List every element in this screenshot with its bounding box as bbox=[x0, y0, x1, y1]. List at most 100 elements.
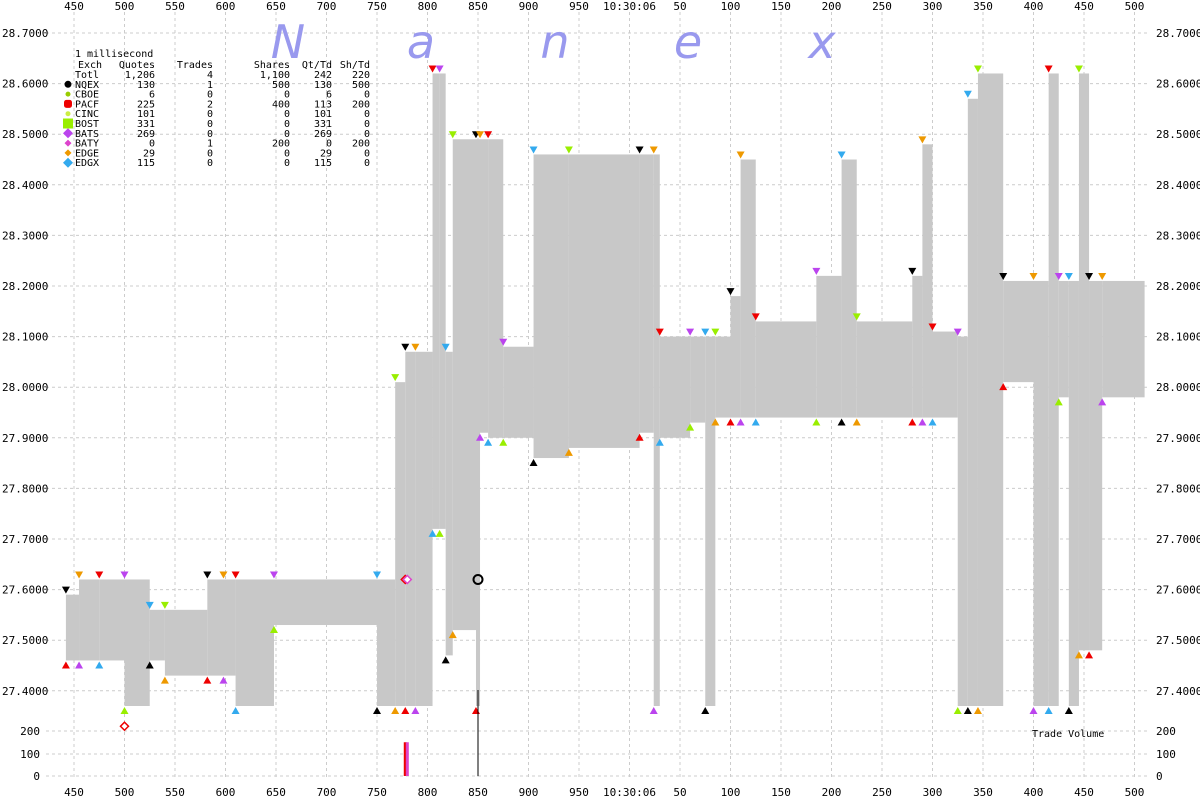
legend-cell: 29 bbox=[320, 148, 332, 159]
nbbo-segment bbox=[99, 579, 125, 661]
x-tick-label-bottom: 500 bbox=[1125, 786, 1145, 799]
ask-quote-marker bbox=[1054, 272, 1063, 280]
nbbo-segment bbox=[395, 382, 406, 706]
y-tick-label-left: 28.7000 bbox=[2, 27, 48, 40]
x-tick-label-bottom: 100 bbox=[721, 786, 741, 799]
legend-cell: 115 bbox=[137, 158, 155, 169]
nbbo-segment bbox=[1102, 280, 1145, 398]
legend-marker bbox=[63, 157, 73, 168]
nbbo-segment bbox=[207, 579, 224, 676]
nbbo-segment bbox=[452, 139, 476, 631]
x-tick-label-bottom: 300 bbox=[923, 786, 943, 799]
legend-cell: 500 bbox=[272, 80, 290, 91]
bid-quote-marker bbox=[476, 433, 485, 441]
legend-cell: 1,100 bbox=[260, 70, 290, 81]
ask-quote-marker bbox=[95, 571, 104, 579]
y-tick-label-left: 27.4000 bbox=[2, 685, 48, 698]
ask-quote-marker bbox=[963, 90, 972, 98]
nbbo-segment bbox=[856, 321, 913, 418]
x-tick-label-top: 200 bbox=[822, 0, 842, 13]
nbbo-segment bbox=[715, 336, 731, 418]
quote-markers bbox=[61, 65, 1107, 714]
legend-cell: 400 bbox=[272, 99, 290, 110]
bid-quote-marker bbox=[1064, 706, 1073, 714]
x-tick-label-top: 450 bbox=[64, 0, 84, 13]
legend-cell: 220 bbox=[352, 70, 370, 81]
ask-quote-marker bbox=[726, 288, 735, 296]
volume-tick-left: 0 bbox=[33, 770, 40, 783]
legend-marker bbox=[65, 111, 71, 117]
bid-quote-marker bbox=[1044, 706, 1053, 714]
legend-cell: 269 bbox=[314, 129, 332, 140]
nbbo-segment bbox=[841, 159, 857, 418]
bid-quote-marker bbox=[649, 706, 658, 714]
ask-quote-marker bbox=[701, 328, 710, 336]
legend-cell: 269 bbox=[137, 129, 155, 140]
x-tick-label-top: 300 bbox=[923, 0, 943, 13]
x-tick-label-top: 700 bbox=[317, 0, 337, 13]
nbbo-segment bbox=[475, 139, 481, 706]
ask-quote-marker bbox=[203, 571, 212, 579]
ask-quote-marker bbox=[751, 313, 760, 321]
ask-quote-marker bbox=[269, 571, 278, 579]
legend-cell: 242 bbox=[314, 70, 332, 81]
ask-quote-marker bbox=[401, 343, 410, 351]
bid-quote-marker bbox=[1074, 651, 1083, 659]
ask-quote-marker bbox=[448, 131, 457, 139]
nbbo-segment bbox=[740, 159, 756, 418]
bid-quote-marker bbox=[61, 661, 70, 669]
legend-cell: 0 bbox=[207, 109, 213, 120]
ask-quote-marker bbox=[1085, 272, 1094, 280]
y-tick-label-right: 27.9000 bbox=[1156, 432, 1200, 445]
y-tick-label-left: 28.4000 bbox=[2, 179, 48, 192]
y-tick-label-right: 28.6000 bbox=[1156, 78, 1200, 91]
ask-quote-marker bbox=[120, 571, 129, 579]
legend-cell: 6 bbox=[326, 90, 332, 101]
y-tick-label-left: 27.5000 bbox=[2, 634, 48, 647]
bid-quote-marker bbox=[751, 418, 760, 426]
bid-quote-marker bbox=[726, 418, 735, 426]
x-tick-label-top: 500 bbox=[1125, 0, 1145, 13]
ask-quote-marker bbox=[484, 131, 493, 139]
bid-quote-marker bbox=[736, 418, 745, 426]
x-tick-label-bottom: 450 bbox=[64, 786, 84, 799]
brand-letter: N bbox=[271, 15, 305, 69]
legend-cell: 331 bbox=[137, 119, 155, 130]
bid-quote-marker bbox=[635, 433, 644, 441]
x-tick-label-top: 100 bbox=[721, 0, 741, 13]
ask-quote-marker bbox=[1098, 272, 1107, 280]
legend-cell: 0 bbox=[207, 90, 213, 101]
bid-quote-marker bbox=[812, 418, 821, 426]
bid-quote-marker bbox=[701, 706, 710, 714]
volume-tick-left: 100 bbox=[20, 748, 40, 761]
x-tick-label-top: 650 bbox=[266, 0, 286, 13]
x-tick-label-bottom: 850 bbox=[468, 786, 488, 799]
legend-cell: 200 bbox=[352, 139, 370, 150]
ask-quote-marker bbox=[411, 343, 420, 351]
x-tick-label-bottom: 250 bbox=[872, 786, 892, 799]
ask-quote-marker bbox=[649, 146, 658, 154]
bid-quote-marker bbox=[655, 438, 664, 446]
ask-quote-marker bbox=[373, 571, 381, 579]
y-tick-label-left: 27.8000 bbox=[2, 482, 48, 495]
legend-cell: EDGX bbox=[75, 158, 99, 169]
legend-cell: 1 bbox=[207, 139, 213, 150]
y-tick-label-right: 28.1000 bbox=[1156, 331, 1200, 344]
ask-quote-marker bbox=[219, 571, 228, 579]
nbbo-segment bbox=[957, 336, 968, 706]
legend-header: Exch bbox=[78, 60, 102, 71]
bid-quote-marker bbox=[203, 676, 212, 684]
legend-cell: 2 bbox=[207, 99, 213, 110]
bid-quote-marker bbox=[484, 438, 493, 446]
bid-quote-marker bbox=[435, 529, 444, 537]
nbbo-segment bbox=[124, 579, 150, 706]
legend-cell: 0 bbox=[326, 139, 332, 150]
nbbo-segment bbox=[235, 579, 274, 706]
bid-quote-marker bbox=[852, 418, 861, 426]
x-tick-label-top: 450 bbox=[1074, 0, 1094, 13]
ask-quote-marker bbox=[231, 571, 240, 579]
bid-quote-marker bbox=[908, 418, 917, 426]
brand-letter: x bbox=[806, 15, 836, 69]
x-tick-label-bottom: 350 bbox=[973, 786, 993, 799]
